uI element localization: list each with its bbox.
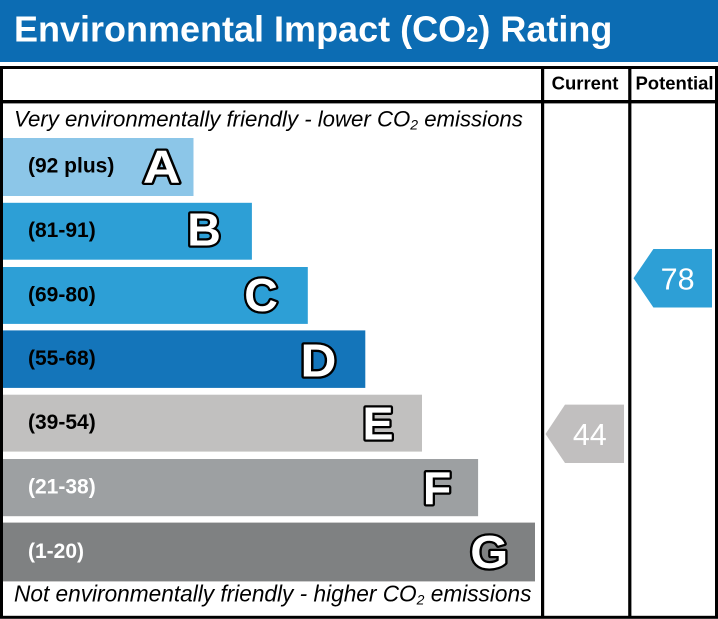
svg-text:Environmental Impact (CO2) Rat: Environmental Impact (CO2) Rating <box>14 8 612 49</box>
svg-text:Potential: Potential <box>635 73 713 94</box>
svg-text:F: F <box>423 462 451 514</box>
svg-text:Not environmentally friendly -: Not environmentally friendly - higher CO… <box>14 580 531 607</box>
svg-text:C: C <box>244 269 278 321</box>
svg-text:(39-54): (39-54) <box>28 411 96 434</box>
svg-text:(1-20): (1-20) <box>28 540 84 563</box>
svg-text:44: 44 <box>573 418 607 452</box>
svg-text:(69-80): (69-80) <box>28 283 96 306</box>
svg-text:A: A <box>143 141 181 193</box>
svg-text:E: E <box>362 397 393 449</box>
svg-text:G: G <box>470 527 508 579</box>
svg-text:Very environmentally friendly: Very environmentally friendly - lower CO… <box>14 106 523 132</box>
svg-text:(92 plus): (92 plus) <box>28 155 114 178</box>
svg-text:D: D <box>301 335 337 387</box>
svg-text:Current: Current <box>552 73 619 94</box>
svg-text:78: 78 <box>661 263 695 297</box>
svg-text:B: B <box>187 204 221 256</box>
svg-text:(21-38): (21-38) <box>28 476 96 499</box>
svg-text:(81-91): (81-91) <box>28 219 96 242</box>
svg-text:(55-68): (55-68) <box>28 347 96 370</box>
